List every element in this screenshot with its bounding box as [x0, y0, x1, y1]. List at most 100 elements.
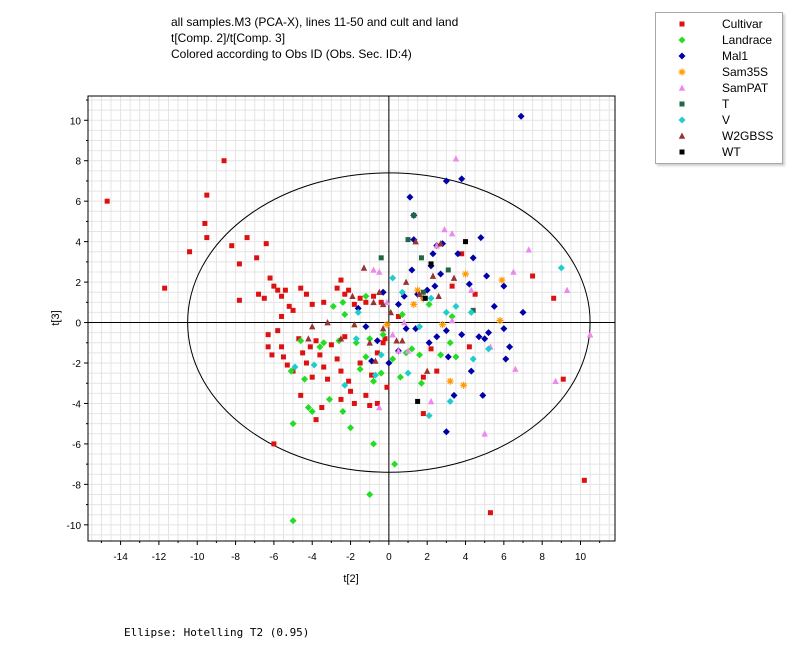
- title-line-1: all samples.M3 (PCA-X), lines 11-50 and …: [171, 15, 459, 29]
- point-cultivar: [328, 342, 334, 348]
- legend-label: SamPAT: [722, 81, 769, 95]
- point-t: [411, 212, 417, 218]
- point-sampat: [427, 397, 435, 405]
- point-cultivar: [271, 441, 277, 447]
- point-v: [427, 294, 435, 302]
- series-mal1: [354, 112, 527, 436]
- point-landrace: [341, 310, 349, 318]
- point-cultivar: [229, 243, 235, 249]
- point-w2gbss: [309, 323, 316, 330]
- point-cultivar: [334, 356, 340, 362]
- point-cultivar: [342, 291, 348, 297]
- point-landrace: [370, 440, 378, 448]
- point-landrace: [339, 408, 347, 416]
- point-sampat: [401, 319, 408, 326]
- point-landrace: [425, 300, 433, 308]
- y-tick-label: 6: [75, 197, 81, 208]
- point-cultivar: [363, 392, 369, 398]
- point-mal1: [481, 335, 489, 343]
- x-tick-label: -14: [113, 552, 128, 563]
- legend-item-cultivar: Cultivar: [656, 16, 782, 32]
- legend-label: V: [722, 113, 731, 127]
- point-sam35s: [446, 377, 454, 385]
- point-cultivar: [104, 198, 110, 204]
- legend-item-v: V: [656, 112, 782, 128]
- legend-marker-shape: [678, 116, 686, 124]
- point-cultivar: [298, 285, 304, 291]
- point-mal1: [475, 333, 483, 341]
- point-cultivar: [319, 405, 325, 410]
- y-tick-label: -10: [67, 521, 82, 532]
- legend-marker-shape: [679, 21, 685, 27]
- legend-marker: [678, 52, 686, 60]
- legend-marker: [678, 116, 686, 124]
- point-cultivar: [384, 384, 390, 390]
- point-cultivar: [279, 344, 285, 350]
- point-cultivar: [313, 417, 319, 423]
- point-cultivar: [367, 402, 373, 408]
- point-sampat: [448, 317, 456, 324]
- point-sampat: [448, 230, 456, 237]
- point-sam35s: [383, 321, 391, 329]
- point-landrace: [452, 353, 460, 361]
- point-cultivar: [374, 400, 380, 406]
- point-landrace: [352, 339, 360, 347]
- point-cultivar: [346, 287, 352, 293]
- x-tick-label: 6: [501, 552, 507, 563]
- point-v: [425, 412, 433, 420]
- point-mal1: [519, 308, 527, 316]
- point-cultivar: [256, 291, 262, 297]
- point-w2gbss: [324, 319, 331, 326]
- point-landrace: [437, 351, 445, 359]
- point-sampat: [468, 286, 475, 293]
- point-landrace: [329, 302, 337, 310]
- point-cultivar: [487, 510, 493, 516]
- point-cultivar: [321, 299, 327, 305]
- point-mal1: [444, 353, 452, 361]
- point-v: [416, 323, 424, 331]
- point-mal1: [408, 266, 416, 274]
- point-mal1: [402, 325, 410, 333]
- point-v: [398, 288, 406, 296]
- point-sampat: [395, 347, 402, 354]
- legend-marker-shape: [678, 36, 686, 44]
- point-landrace: [366, 335, 374, 343]
- x-tick-label: 4: [463, 552, 469, 563]
- point-w2gbss: [376, 288, 383, 296]
- point-mal1: [450, 391, 458, 399]
- point-w2gbss: [351, 321, 358, 328]
- legend-item-landrace: Landrace: [656, 32, 782, 48]
- point-mal1: [442, 177, 450, 185]
- point-landrace: [366, 490, 374, 498]
- point-mal1: [506, 343, 514, 351]
- y-tick-label: -4: [72, 399, 81, 410]
- point-cultivar: [459, 251, 465, 257]
- ellipse-note: Ellipse: Hotelling T2 (0.95): [124, 626, 310, 639]
- legend-marker: [679, 101, 685, 107]
- point-cultivar: [221, 158, 227, 164]
- point-v: [442, 308, 450, 316]
- point-mal1: [429, 250, 437, 258]
- point-cultivar: [363, 299, 369, 305]
- point-w2gbss: [337, 335, 345, 342]
- point-sampat: [441, 226, 448, 233]
- point-landrace: [389, 355, 397, 363]
- series-t: [378, 212, 476, 313]
- point-v: [469, 355, 477, 363]
- point-mal1: [433, 333, 441, 341]
- point-sampat: [370, 266, 377, 273]
- series-sampat: [370, 155, 594, 437]
- point-mal1: [500, 282, 508, 290]
- point-v: [404, 369, 412, 377]
- point-wt: [422, 295, 428, 301]
- point-w2gbss: [370, 298, 377, 306]
- point-cultivar: [202, 220, 208, 226]
- point-mal1: [442, 327, 450, 335]
- point-cultivar: [286, 303, 292, 309]
- point-landrace: [356, 365, 364, 373]
- point-landrace: [377, 369, 385, 377]
- point-v: [452, 302, 460, 310]
- point-landrace: [347, 424, 355, 432]
- point-sam35s: [439, 321, 447, 329]
- point-cultivar: [351, 301, 357, 307]
